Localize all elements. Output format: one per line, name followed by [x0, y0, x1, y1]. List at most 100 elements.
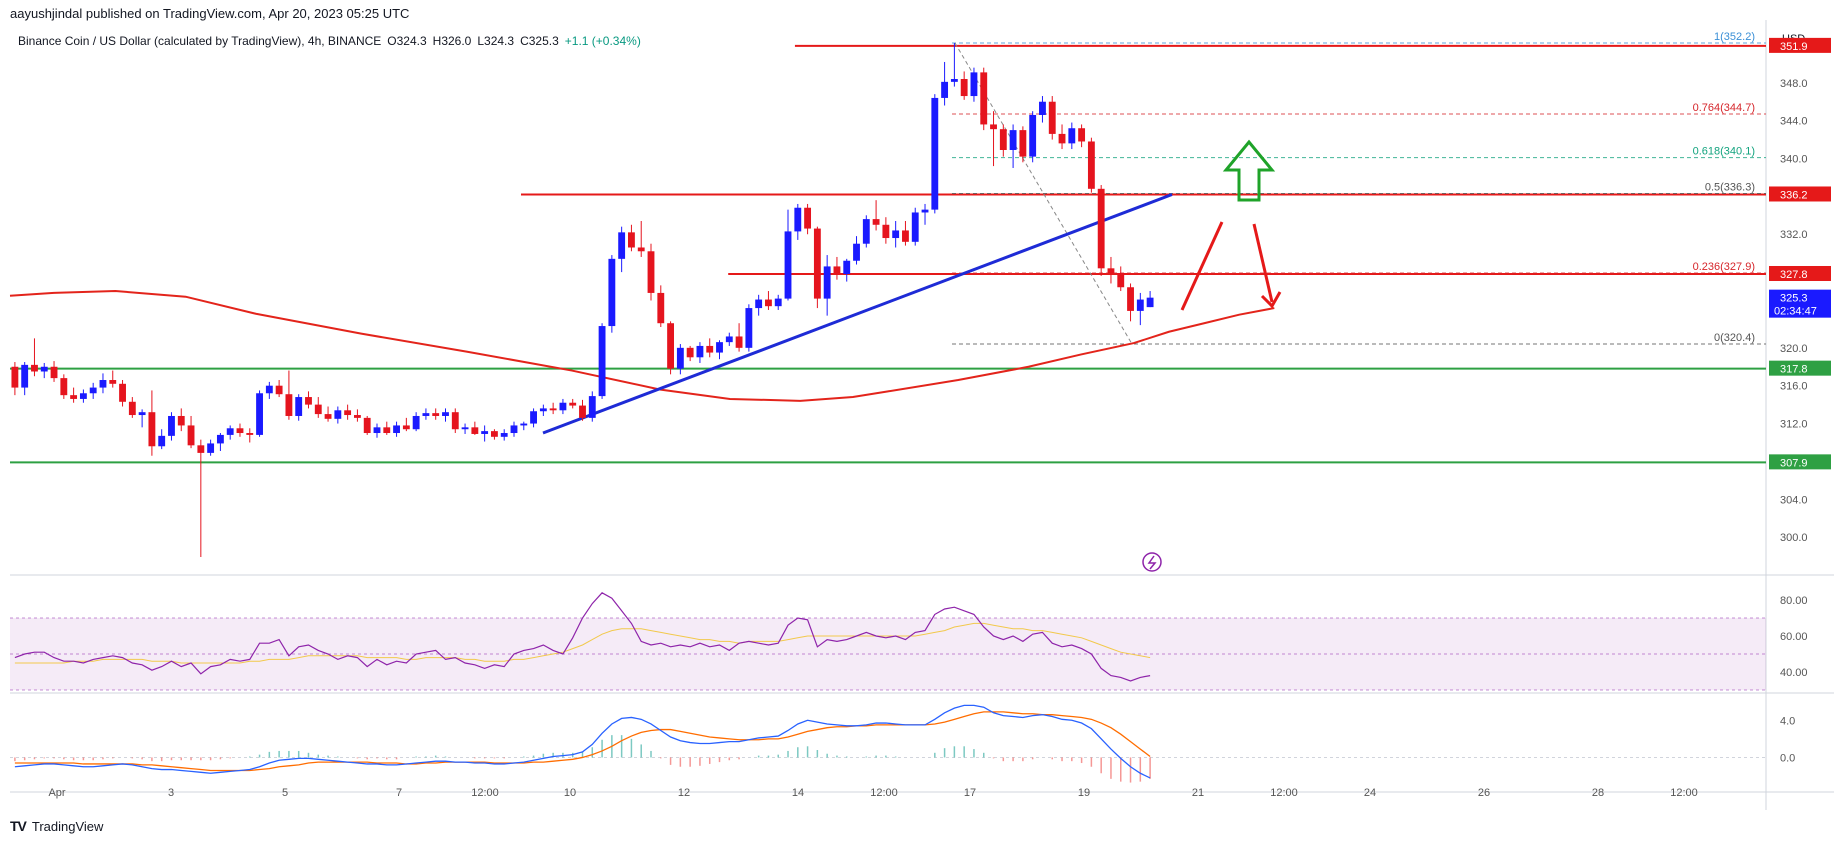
candle-body — [1019, 130, 1027, 157]
candle-body — [510, 425, 518, 434]
footer-brand[interactable]: TradingView — [31, 818, 104, 834]
candle-body — [471, 427, 479, 434]
green-up-arrow-icon — [1222, 139, 1276, 202]
candle-body — [970, 72, 978, 97]
candle-body — [745, 308, 753, 348]
candle-body — [187, 425, 195, 446]
candle-body — [706, 345, 714, 353]
open-value: O324.3 — [387, 34, 427, 48]
candle-body — [569, 402, 577, 406]
price-tag — [1769, 454, 1831, 470]
price-tag-label: 327.8 — [1780, 269, 1808, 281]
candle-body — [725, 336, 733, 343]
candle-body — [31, 364, 38, 372]
candle-body — [990, 124, 997, 130]
symbol-name[interactable]: Binance Coin / US Dollar (calculated by … — [18, 34, 382, 48]
price-tick-label: 300.0 — [1780, 532, 1808, 544]
price-tag-label: 351.9 — [1780, 41, 1808, 53]
candle-body — [109, 380, 117, 384]
footer: TV TradingView — [10, 818, 103, 834]
rsi-ma-line — [14, 622, 1151, 664]
candle-body — [373, 427, 381, 434]
candle-body — [383, 427, 391, 434]
candle-body — [598, 326, 606, 397]
candle-body — [99, 380, 107, 388]
sma-line — [9, 290, 1275, 402]
price-tick-label: 344.0 — [1780, 116, 1808, 128]
macd-tick-label: 0.0 — [1780, 752, 1795, 764]
time-tick-label: 17 — [964, 787, 976, 799]
lightning-bolt — [1147, 555, 1157, 570]
candle-body — [89, 387, 97, 394]
price-tag — [1769, 186, 1831, 202]
candle-body — [549, 408, 557, 411]
candle-body — [784, 231, 792, 299]
candle-body — [1029, 114, 1037, 157]
macd-signal-line — [14, 711, 1151, 772]
time-tick-label: 5 — [282, 787, 288, 799]
candle-body — [481, 431, 489, 434]
candle-body — [960, 79, 968, 97]
time-tick-label: 10 — [564, 787, 576, 799]
time-tick-label: 26 — [1478, 787, 1490, 799]
fib-level-label: 1(352.2) — [1714, 31, 1755, 43]
candle-body — [892, 230, 900, 239]
price-tag-label: 307.9 — [1780, 457, 1808, 469]
price-tick-label: 320.0 — [1780, 343, 1808, 355]
candle-body — [314, 404, 322, 415]
candle-body — [442, 412, 449, 416]
candle-body — [40, 366, 48, 372]
candle-body — [305, 397, 312, 405]
candle-body — [1146, 297, 1154, 308]
candle-body — [432, 413, 440, 416]
candle-body — [794, 207, 802, 232]
candle-body — [1097, 188, 1105, 269]
candle-body — [1009, 130, 1017, 150]
candle-body — [168, 415, 175, 436]
candle-body — [11, 366, 19, 388]
candle-body — [755, 299, 763, 309]
candle-body — [637, 247, 645, 252]
time-tick-label: 12:00 — [1670, 787, 1698, 799]
candle-body — [21, 364, 29, 388]
candle-body — [285, 394, 293, 416]
candle-body — [579, 405, 586, 418]
candle-body — [1136, 299, 1144, 311]
candle-body — [246, 433, 254, 435]
candle-body — [657, 292, 665, 324]
candle-body — [1039, 101, 1046, 115]
candle-body — [119, 383, 126, 402]
candle-body — [941, 81, 949, 98]
candle-body — [236, 428, 244, 434]
candle-body — [921, 209, 929, 213]
candle-body — [461, 427, 469, 430]
candle-body — [980, 72, 988, 125]
candle-body — [765, 299, 772, 307]
fib-level-label: 0.764(344.7) — [1693, 102, 1755, 114]
time-tick-label: Apr — [48, 787, 65, 799]
candle-body — [676, 347, 684, 369]
candle-body — [353, 415, 361, 418]
price-tick-label: 332.0 — [1780, 229, 1808, 241]
candle-body — [216, 434, 224, 444]
rsi-tick-label: 60.00 — [1780, 631, 1808, 643]
candle-body — [1117, 273, 1125, 288]
candle-body — [344, 410, 352, 416]
red-down-arrow-head — [1260, 291, 1282, 309]
candle-body — [588, 396, 596, 418]
candle-body — [334, 410, 342, 419]
time-tick-label: 21 — [1192, 787, 1204, 799]
time-tick-label: 24 — [1364, 787, 1376, 799]
price-tick-label: 340.0 — [1780, 154, 1808, 166]
candle-body — [265, 385, 273, 394]
candle-body — [999, 129, 1007, 150]
candle-body — [1107, 268, 1115, 274]
price-tag-label: 336.2 — [1780, 189, 1808, 201]
candle-body — [393, 425, 400, 434]
price-tag — [1769, 289, 1831, 318]
time-tick-label: 3 — [168, 787, 174, 799]
tradingview-logo-icon[interactable]: TV — [10, 818, 27, 834]
candle-body — [618, 232, 626, 259]
candle-body — [774, 298, 782, 307]
